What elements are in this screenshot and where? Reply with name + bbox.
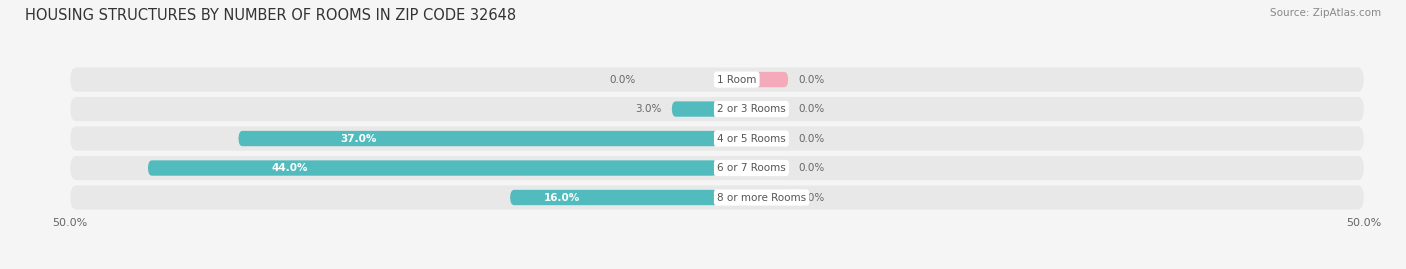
FancyBboxPatch shape — [239, 131, 717, 146]
Text: 4 or 5 Rooms: 4 or 5 Rooms — [717, 133, 786, 144]
Text: 0.0%: 0.0% — [799, 193, 825, 203]
FancyBboxPatch shape — [717, 72, 789, 87]
FancyBboxPatch shape — [70, 185, 1364, 210]
FancyBboxPatch shape — [70, 68, 1364, 92]
Text: 3.0%: 3.0% — [636, 104, 661, 114]
FancyBboxPatch shape — [70, 126, 1364, 151]
Text: 44.0%: 44.0% — [271, 163, 308, 173]
FancyBboxPatch shape — [717, 190, 789, 205]
Text: 0.0%: 0.0% — [799, 133, 825, 144]
Text: 6 or 7 Rooms: 6 or 7 Rooms — [717, 163, 786, 173]
Text: 16.0%: 16.0% — [544, 193, 579, 203]
Text: 0.0%: 0.0% — [799, 75, 825, 84]
FancyBboxPatch shape — [148, 160, 717, 176]
Text: 1 Room: 1 Room — [717, 75, 756, 84]
FancyBboxPatch shape — [717, 160, 789, 176]
Text: 8 or more Rooms: 8 or more Rooms — [717, 193, 806, 203]
Text: 0.0%: 0.0% — [799, 104, 825, 114]
FancyBboxPatch shape — [672, 101, 717, 117]
Text: 2 or 3 Rooms: 2 or 3 Rooms — [717, 104, 786, 114]
Text: 37.0%: 37.0% — [340, 133, 377, 144]
FancyBboxPatch shape — [70, 97, 1364, 121]
Text: 0.0%: 0.0% — [609, 75, 636, 84]
FancyBboxPatch shape — [717, 101, 789, 117]
Text: Source: ZipAtlas.com: Source: ZipAtlas.com — [1270, 8, 1381, 18]
Text: 0.0%: 0.0% — [799, 163, 825, 173]
FancyBboxPatch shape — [70, 156, 1364, 180]
FancyBboxPatch shape — [510, 190, 717, 205]
FancyBboxPatch shape — [717, 131, 789, 146]
Text: HOUSING STRUCTURES BY NUMBER OF ROOMS IN ZIP CODE 32648: HOUSING STRUCTURES BY NUMBER OF ROOMS IN… — [25, 8, 516, 23]
